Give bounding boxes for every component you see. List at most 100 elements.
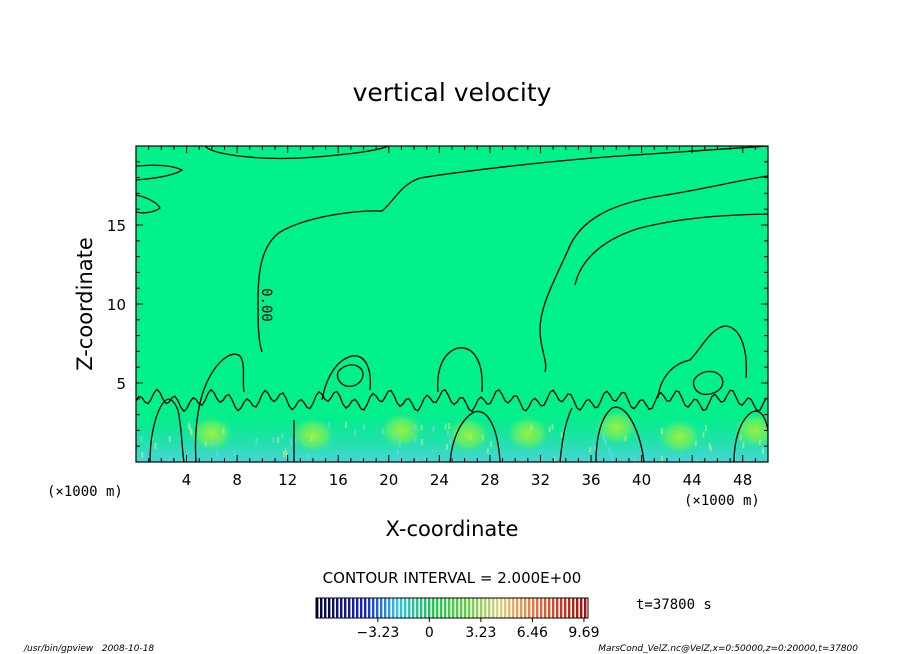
contour-interval-text: CONTOUR INTERVAL = 2.000E+00	[323, 569, 582, 587]
colorbar-stripe	[520, 598, 523, 618]
colorbar-stripe	[536, 598, 539, 618]
contour-low-4	[321, 355, 372, 401]
speckle	[255, 438, 258, 445]
y-tick-label: 5	[116, 375, 126, 393]
speckle	[414, 424, 417, 431]
speckle	[424, 456, 427, 462]
speckle	[530, 424, 533, 431]
updraft-cell	[446, 417, 491, 454]
x-tick-label: 24	[430, 471, 449, 489]
speckle	[328, 422, 331, 429]
speckle	[748, 458, 751, 462]
speckle	[233, 449, 236, 456]
contour-low-ring-2	[692, 370, 724, 396]
speckle	[363, 424, 366, 431]
colorbar-stripe	[472, 598, 475, 618]
speckle	[601, 431, 604, 438]
y-axis-ticks	[136, 161, 768, 447]
speckle	[709, 445, 712, 452]
colorbar-stripe	[548, 598, 551, 618]
colorbar-stripe	[372, 598, 375, 618]
time-text: t=37800 s	[636, 597, 712, 613]
x-axis-label: X-coordinate	[386, 517, 519, 541]
colorbar-stripe	[552, 598, 555, 618]
colorbar-tick-label: 6.46	[517, 625, 548, 641]
colorbar-stripe	[508, 598, 511, 618]
speckle	[733, 453, 736, 460]
speckle	[548, 426, 551, 433]
speckle	[168, 436, 171, 443]
colorbar-stripe	[384, 598, 387, 618]
colorbar-stripe	[336, 598, 339, 618]
colorbar-stripe	[564, 598, 567, 618]
colorbar-stripe	[528, 598, 531, 618]
colorbar-stripe	[532, 598, 535, 618]
speckle	[702, 431, 705, 438]
colorbar-stripe	[352, 598, 355, 618]
contour-low-8	[595, 406, 645, 462]
colorbar-stripe	[400, 598, 403, 618]
speckle	[413, 436, 416, 443]
contour-upper-left	[136, 164, 184, 181]
colorbar-stripe	[344, 598, 347, 618]
speckle	[739, 434, 742, 441]
x-tick-label: 32	[531, 471, 550, 489]
colorbar-stripe	[448, 598, 451, 618]
speckle	[212, 439, 215, 446]
contour-zero-right-2	[574, 213, 768, 286]
colorbar-tick-label: 9.69	[568, 625, 599, 641]
x-tick-label: 20	[379, 471, 398, 489]
colorbar-stripe	[496, 598, 499, 618]
speckle	[661, 455, 664, 462]
colorbar-stripe	[380, 598, 383, 618]
speckle	[589, 447, 592, 454]
contour-low-2	[194, 353, 245, 462]
colorbar-stripe	[524, 598, 527, 618]
updraft-cell	[189, 415, 234, 452]
colorbar-stripe	[484, 598, 487, 618]
x-tick-label: 16	[329, 471, 348, 489]
speckle	[624, 435, 627, 442]
colorbar-stripe	[516, 598, 519, 618]
speckle	[761, 447, 764, 454]
x-axis-ticks	[148, 146, 756, 462]
colorbar-stripe	[376, 598, 379, 618]
speckle	[447, 430, 450, 437]
colorbar-stripe	[392, 598, 395, 618]
speckle	[432, 426, 435, 433]
y-axis-tick-labels: 5 10 15	[107, 217, 126, 393]
contour-low-7	[559, 407, 573, 462]
speckle	[420, 438, 423, 445]
speckle	[140, 435, 143, 442]
colorbar-stripe	[428, 598, 431, 618]
colorbar-stripe	[360, 598, 363, 618]
speckle	[490, 440, 493, 447]
speckle	[167, 459, 170, 462]
speckle	[395, 432, 398, 439]
speckle	[420, 424, 423, 431]
x-tick-label: 40	[632, 471, 651, 489]
x-unit-right: (×1000 m)	[684, 493, 760, 509]
speckle	[696, 459, 699, 462]
speckle	[306, 452, 309, 459]
speckle	[186, 458, 189, 462]
speckle	[742, 442, 745, 449]
speckle	[154, 442, 157, 449]
colorbar-stripe	[396, 598, 399, 618]
speckle	[354, 430, 357, 437]
colorbar-stripe	[576, 598, 579, 618]
colorbar-tick-label: −3.23	[356, 625, 399, 641]
colorbar-stripe	[504, 598, 507, 618]
speckle	[281, 433, 284, 440]
colorbar-stripe	[440, 598, 443, 618]
speckle	[602, 434, 605, 441]
colorbar-stripe	[412, 598, 415, 618]
colorbar-stripe	[340, 598, 343, 618]
colorbar-stripe	[464, 598, 467, 618]
colorbar-stripe	[368, 598, 371, 618]
colorbar-tick-labels: −3.23 0 3.23 6.46 9.69	[356, 625, 599, 641]
speckle	[445, 443, 448, 450]
x-tick-label: 28	[480, 471, 499, 489]
speckle	[294, 437, 297, 444]
colorbar-frame	[315, 597, 589, 619]
